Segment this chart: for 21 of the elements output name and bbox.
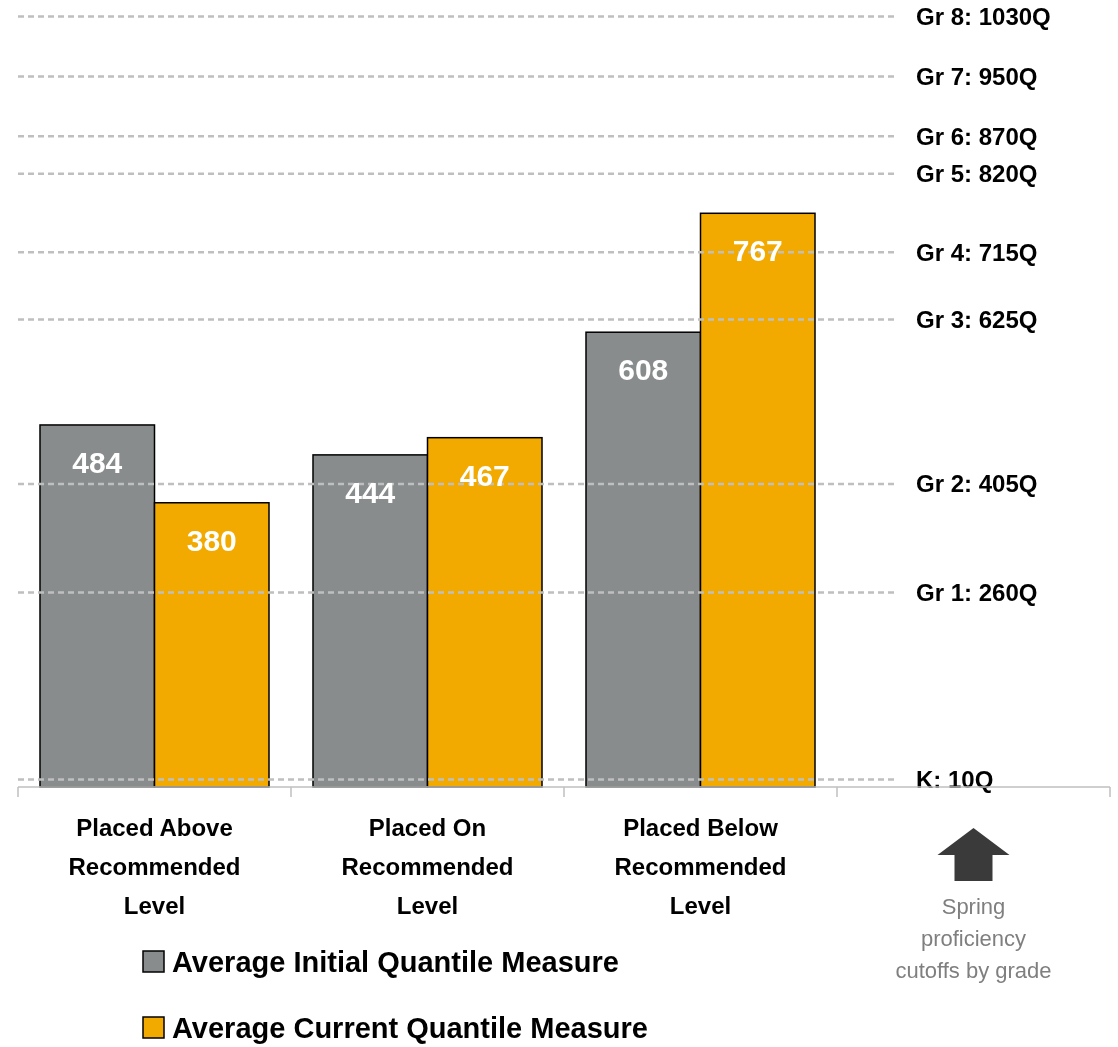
- x-tick-label: Placed On Recommended Level: [341, 814, 514, 919]
- data-label: 444: [345, 475, 396, 509]
- ref-line-label: Gr 1: 260Q: [916, 578, 1038, 606]
- x-tick-label: Placed Above Recommended Level: [68, 814, 241, 919]
- ref-line-label: K: 10Q: [916, 765, 994, 793]
- data-label: 380: [186, 523, 237, 557]
- data-label: 767: [732, 234, 783, 268]
- legend-label: Average Current Quantile Measure: [172, 1012, 648, 1045]
- ref-line-label: Gr 8: 1030Q: [916, 2, 1051, 30]
- ref-line-label: Gr 6: 870Q: [916, 122, 1038, 150]
- text: Spring proficiency cutoffs by grade: [895, 894, 1052, 983]
- x-tick-label: Placed Below Recommended Level: [614, 814, 787, 919]
- data-label: 467: [459, 458, 510, 492]
- data-label: 608: [618, 353, 669, 387]
- legend-label: Average Initial Quantile Measure: [172, 946, 619, 979]
- ref-line-label: Gr 4: 715Q: [916, 238, 1038, 266]
- ref-line-label: Gr 7: 950Q: [916, 62, 1038, 90]
- ref-line-label: Gr 5: 820Q: [916, 160, 1038, 188]
- data-label: 484: [72, 445, 123, 479]
- ref-line-label: Gr 3: 625Q: [916, 305, 1038, 333]
- ref-line-label: Gr 2: 405Q: [916, 470, 1038, 498]
